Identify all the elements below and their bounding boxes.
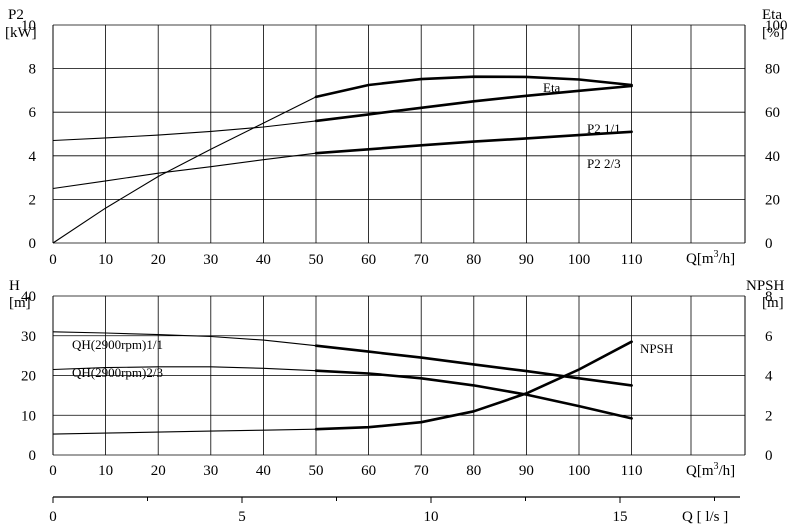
p2-two-thirds-series-label: P2 2/3	[587, 156, 621, 171]
x-tick-label: 100	[568, 463, 591, 479]
right-tick-label: 6	[765, 329, 773, 345]
x-tick-label: 40	[256, 463, 271, 479]
x-tick-label: 90	[519, 252, 534, 268]
p2-axis-unit: [kW]	[5, 25, 37, 41]
eta-series-label: Eta	[543, 80, 561, 95]
x-tick-label: 60	[361, 252, 376, 268]
series-line-eta-thin	[52, 96, 317, 244]
flow-m3h-axis-label-bottom: Q[m3/h]	[686, 461, 735, 479]
qh-full-series-label: QH(2900rpm)1/1	[72, 337, 163, 352]
right-tick-label: 2	[765, 408, 773, 424]
left-tick-label: 4	[29, 149, 37, 165]
flow-m3h-axis-label-top: Q[m3/h]	[686, 249, 735, 267]
series-line-p2-2-3-thin	[52, 152, 317, 190]
eta-axis-unit: [%]	[762, 25, 785, 41]
left-tick-label: 6	[29, 105, 37, 121]
right-tick-label: 4	[765, 369, 773, 385]
series-line-eta	[314, 75, 633, 99]
x-tick-label: 0	[49, 252, 57, 268]
series-line-p2-1-1	[314, 84, 633, 123]
left-tick-label: 20	[21, 369, 36, 385]
ls-tick-label: 0	[49, 509, 57, 525]
ls-tick-label: 10	[424, 509, 439, 525]
series-line-p2-1-1-thin	[52, 120, 317, 142]
x-tick-label: 100	[568, 252, 591, 268]
ls-tick-label: 15	[613, 509, 628, 525]
series-line-qh-2900rpm-1-1	[314, 344, 633, 387]
series-line-qh-2900rpm-2-3-thin	[52, 366, 317, 372]
flow-ls-axis: 051015202530 Q [ l/s ]	[49, 496, 740, 525]
series-line-p2-2-3	[314, 130, 633, 155]
x-tick-label: 40	[256, 252, 271, 268]
x-tick-label: 50	[309, 463, 324, 479]
right-tick-label: 0	[765, 448, 773, 464]
x-tick-label: 110	[621, 252, 643, 268]
flow-ls-ticks: 051015202530	[49, 497, 715, 525]
x-tick-label: 70	[414, 463, 429, 479]
series-line-npsh	[314, 340, 633, 431]
p2-full-series-label: P2 1/1	[587, 121, 621, 136]
x-tick-label: 110	[621, 463, 643, 479]
p2-axis-label: P2	[8, 7, 24, 23]
x-tick-label: 20	[151, 463, 166, 479]
right-tick-label: 0	[765, 236, 773, 252]
left-tick-label: 2	[29, 192, 37, 208]
x-tick-label: 70	[414, 252, 429, 268]
npsh-axis-label: NPSH	[746, 278, 785, 294]
x-tick-label: 10	[98, 463, 113, 479]
head-npsh-grid	[52, 295, 746, 456]
series-line-qh-2900rpm-2-3	[314, 369, 633, 420]
x-tick-label: 30	[203, 463, 218, 479]
x-tick-label: 50	[309, 252, 324, 268]
head-axis-label: H	[9, 278, 20, 294]
npsh-axis-unit: [m]	[762, 295, 784, 311]
series-line-npsh-thin	[52, 428, 317, 435]
x-tick-label: 80	[466, 463, 481, 479]
right-tick-label: 20	[765, 192, 780, 208]
eta-axis-label: Eta	[762, 7, 782, 23]
qh-two-thirds-series-label: QH(2900rpm)2/3	[72, 365, 163, 380]
left-tick-label: 10	[21, 18, 36, 34]
head-axis-unit: [m]	[9, 295, 31, 311]
right-tick-label: 60	[765, 105, 780, 121]
x-tick-label: 60	[361, 463, 376, 479]
left-tick-label: 0	[29, 236, 37, 252]
left-tick-label: 8	[29, 62, 37, 78]
npsh-series-label: NPSH	[640, 341, 673, 356]
x-tick-label: 0	[49, 463, 57, 479]
p2-eta-series	[52, 75, 633, 244]
x-tick-label: 80	[466, 252, 481, 268]
x-tick-label: 10	[98, 252, 113, 268]
left-tick-label: 40	[21, 289, 36, 305]
left-tick-label: 10	[21, 408, 36, 424]
right-tick-label: 80	[765, 62, 780, 78]
right-tick-label: 100	[765, 18, 788, 34]
left-tick-label: 0	[29, 448, 37, 464]
x-tick-label: 30	[203, 252, 218, 268]
p2-eta-grid	[52, 24, 746, 244]
x-tick-label: 20	[151, 252, 166, 268]
series-line-qh-2900rpm-1-1-thin	[52, 331, 317, 347]
flow-ls-axis-label: Q [ l/s ]	[682, 509, 728, 525]
x-tick-label: 90	[519, 463, 534, 479]
head-npsh-series	[52, 331, 633, 435]
ls-tick-label: 5	[238, 509, 246, 525]
left-tick-label: 30	[21, 329, 36, 345]
right-tick-label: 8	[765, 289, 773, 305]
right-tick-label: 40	[765, 149, 780, 165]
